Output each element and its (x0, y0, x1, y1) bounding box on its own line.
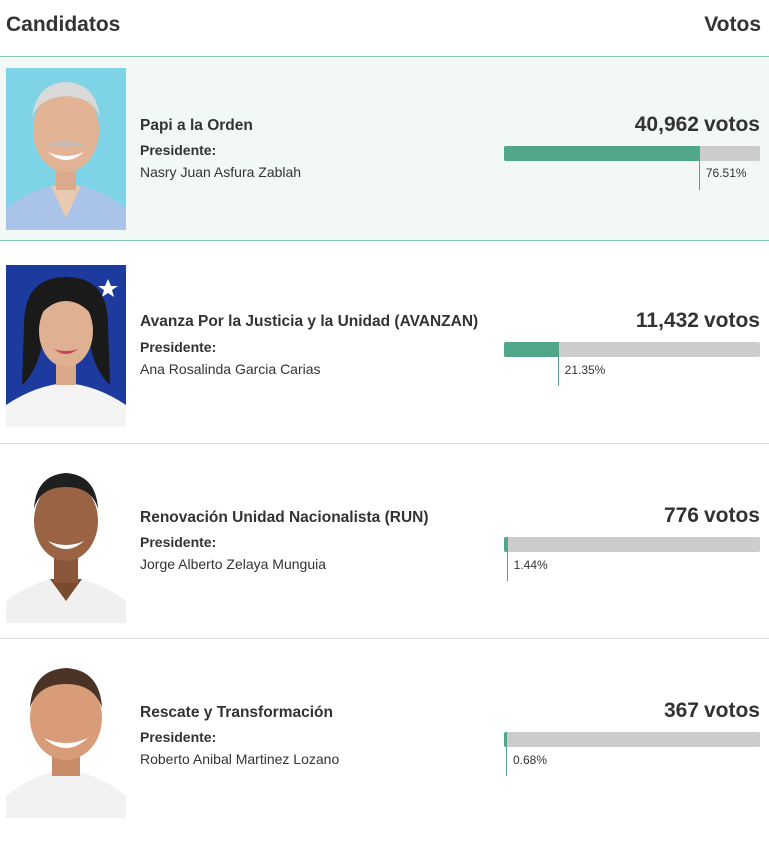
vote-unit: votos (703, 504, 760, 527)
vote-progress-fill (504, 732, 507, 747)
vote-progress-bar (504, 146, 760, 161)
vote-count: 40,962 votos (635, 113, 760, 137)
vote-unit: votos (703, 699, 760, 722)
vote-progress-fill (504, 342, 559, 357)
vote-count: 367 votos (664, 699, 760, 723)
percent-marker (506, 746, 507, 776)
percent-marker (698, 160, 700, 190)
candidate-name: Jorge Alberto Zelaya Munguia (140, 556, 326, 572)
vote-number: 40,962 (634, 113, 699, 136)
vote-progress-bar (504, 732, 760, 747)
vote-count: 11,432 votos (636, 309, 760, 333)
vote-progress-bar (504, 537, 760, 552)
candidate-photo (6, 265, 126, 427)
candidate-name: Ana Rosalinda Garcia Carias (140, 361, 321, 377)
party-name: Renovación Unidad Nacionalista (RUN) (140, 509, 429, 526)
vote-number: 776 (663, 504, 699, 527)
candidates-column-header: Candidatos (6, 13, 121, 36)
vote-progress-fill (504, 146, 700, 161)
vote-unit: votos (703, 309, 760, 332)
party-name: Papi a la Orden (140, 117, 253, 134)
percent-marker (506, 551, 508, 581)
candidate-name: Nasry Juan Asfura Zablah (140, 164, 302, 180)
role-label: Presidente: (140, 339, 217, 355)
percent-label: 1.44% (513, 558, 548, 572)
role-label: Presidente: (140, 534, 217, 550)
percent-label: 21.35% (564, 363, 606, 377)
candidate-photo (6, 68, 126, 230)
percent-label: 76.51% (705, 166, 747, 180)
vote-progress-fill (504, 537, 508, 552)
candidate-row: Renovación Unidad Nacionalista (RUN) Pre… (0, 445, 769, 639)
vote-number: 367 (663, 699, 699, 722)
candidate-photo (6, 656, 126, 818)
role-label: Presidente: (140, 142, 217, 158)
vote-unit: votos (703, 113, 760, 136)
percent-marker (557, 356, 559, 386)
percent-label: 0.68% (513, 753, 548, 767)
party-name: Avanza Por la Justicia y la Unidad (AVAN… (140, 313, 479, 330)
role-label: Presidente: (140, 729, 217, 745)
vote-number: 11,432 (635, 309, 699, 332)
party-name: Rescate y Transformación (140, 704, 333, 721)
candidate-row: Papi a la Orden Presidente: Nasry Juan A… (0, 58, 769, 241)
votes-column-header: Votos (704, 13, 761, 36)
table-header: Candidatos Votos (0, 0, 769, 57)
candidate-name: Roberto Anibal Martinez Lozano (140, 751, 340, 767)
vote-progress-bar (504, 342, 760, 357)
candidate-photo (6, 461, 126, 623)
candidate-row: Avanza Por la Justicia y la Unidad (AVAN… (0, 251, 769, 444)
vote-count: 776 votos (664, 504, 760, 528)
candidate-row: Rescate y Transformación Presidente: Rob… (0, 640, 769, 834)
